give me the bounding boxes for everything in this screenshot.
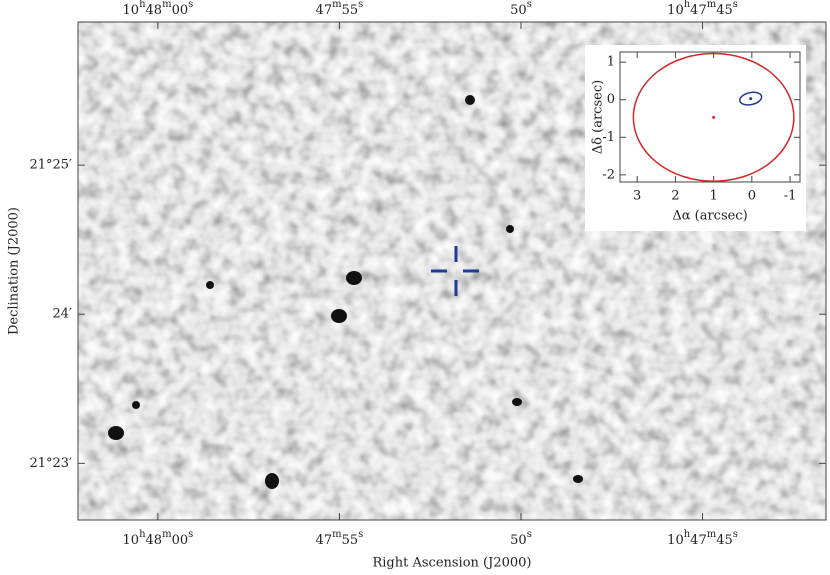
center-point <box>712 115 716 119</box>
y-tick-label: 0 <box>607 92 615 107</box>
inset-x-label: Δα (arcsec) <box>672 209 747 224</box>
y-tick-label: 21°25′ <box>29 158 72 173</box>
x-tick-label: 50s <box>510 0 532 18</box>
x-tick-label: 10h48m00s <box>123 529 194 548</box>
x-tick-label: -1 <box>784 189 797 204</box>
center-point <box>749 97 753 101</box>
x-tick-label: 1 <box>709 189 717 204</box>
x-tick-label: 3 <box>633 189 641 204</box>
x-tick-label: 10h48m00s <box>123 0 194 18</box>
x-axis-label: Right Ascension (J2000) <box>372 556 531 571</box>
y-tick-label: -2 <box>602 167 615 182</box>
error-ellipse <box>739 91 763 106</box>
y-tick-label: 24′ <box>53 307 73 322</box>
inset-background <box>585 45 806 231</box>
inset-y-label: Δδ (arcsec) <box>591 80 606 154</box>
error-ellipse <box>632 52 795 182</box>
y-tick-label: 21°23′ <box>29 456 72 471</box>
x-tick-label: 2 <box>671 189 679 204</box>
x-tick-label: 50s <box>510 529 532 548</box>
crosshair <box>431 246 479 296</box>
y-tick-label: 1 <box>607 55 615 70</box>
x-tick-label: 47m55s <box>316 0 364 18</box>
inset-frame <box>619 51 801 183</box>
x-tick-label: 10h47m45s <box>667 0 738 18</box>
main-frame <box>77 21 827 521</box>
x-tick-label: 10h47m45s <box>667 529 738 548</box>
x-tick-label: 47m55s <box>316 529 364 548</box>
y-axis-label: Declination (J2000) <box>7 207 22 335</box>
y-tick-label: -1 <box>602 130 615 145</box>
x-tick-label: 0 <box>748 189 756 204</box>
